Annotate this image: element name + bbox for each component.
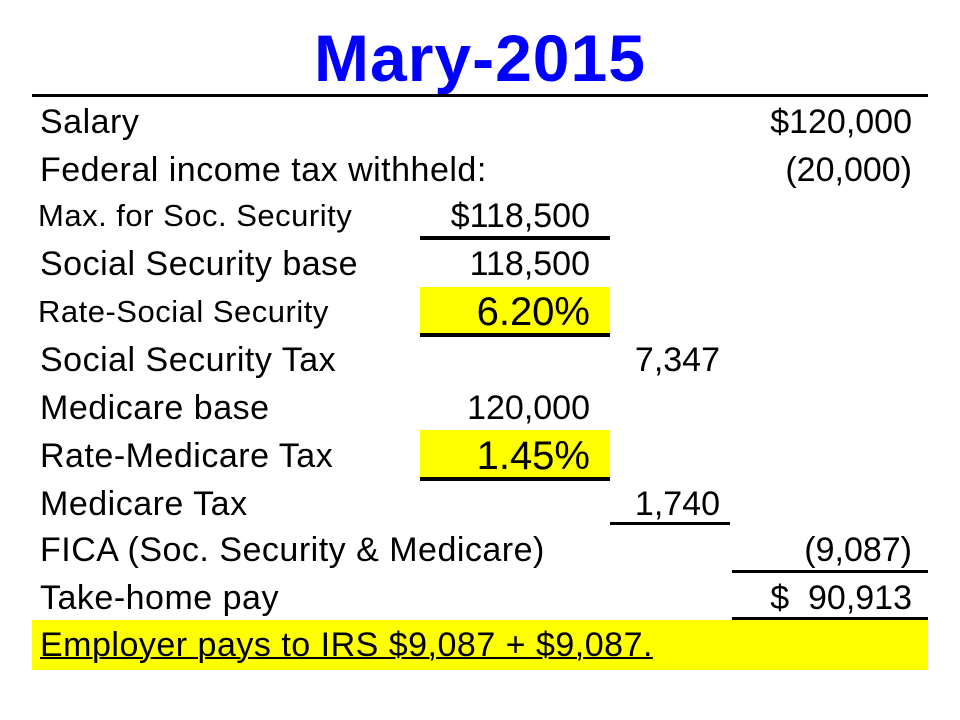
medicare-tax-underline xyxy=(610,522,730,525)
take-home-underline xyxy=(732,617,928,620)
row-ss-tax: Social Security Tax 7,347 xyxy=(0,336,960,384)
max-ss-label: Max. for Soc. Security xyxy=(38,198,353,233)
ss-tax-label: Social Security Tax xyxy=(40,341,337,379)
row-medicare-base: Medicare base 120,000 xyxy=(0,384,960,432)
salary-value: $120,000 xyxy=(770,103,912,141)
employer-note: Employer pays to IRS $9,087 + $9,087. xyxy=(40,626,653,664)
employer-note-highlight xyxy=(32,620,928,670)
medicare-rate-value: 1.45% xyxy=(476,434,590,478)
max-ss-value: $118,500 xyxy=(450,197,590,235)
row-max-ss: Max. for Soc. Security $118,500 xyxy=(0,192,960,240)
ss-rate-highlight xyxy=(420,287,610,333)
medicare-tax-value: 1,740 xyxy=(634,485,720,523)
medicare-tax-label: Medicare Tax xyxy=(40,485,248,523)
row-medicare-tax: Medicare Tax 1,740 xyxy=(0,480,960,528)
row-salary: Salary $120,000 xyxy=(0,98,960,146)
row-fica: FICA (Soc. Security & Medicare) (9,087) xyxy=(0,526,960,574)
medicare-rate-highlight xyxy=(420,430,610,478)
row-take-home: Take-home pay $ 90,913 xyxy=(0,574,960,622)
ss-tax-value: 7,347 xyxy=(634,341,720,379)
row-medicare-rate: Rate-Medicare Tax 1.45% xyxy=(0,432,960,480)
take-home-label: Take-home pay xyxy=(40,579,279,617)
ss-rate-value: 6.20% xyxy=(476,290,590,334)
take-home-value: $ 90,913 xyxy=(770,579,912,617)
ss-rate-label: Rate-Social Security xyxy=(38,294,329,329)
medicare-base-value: 120,000 xyxy=(467,389,590,427)
ss-base-value: 118,500 xyxy=(469,245,590,283)
max-ss-underline xyxy=(420,236,610,240)
medicare-rate-label: Rate-Medicare Tax xyxy=(40,437,334,475)
ss-base-label: Social Security base xyxy=(40,245,359,283)
federal-tax-label: Federal income tax withheld: xyxy=(40,151,487,189)
ss-rate-underline xyxy=(420,333,610,337)
fica-underline xyxy=(732,570,928,573)
fica-value: (9,087) xyxy=(804,531,912,569)
row-ss-rate: Rate-Social Security 6.20% xyxy=(0,288,960,336)
page-title: Mary-2015 xyxy=(314,21,646,95)
medicare-base-label: Medicare base xyxy=(40,389,270,427)
fica-label: FICA (Soc. Security & Medicare) xyxy=(40,531,545,569)
medicare-rate-underline xyxy=(420,477,610,481)
header-rule xyxy=(32,94,928,97)
federal-tax-value: (20,000) xyxy=(785,151,912,189)
row-federal-tax: Federal income tax withheld: (20,000) xyxy=(0,146,960,194)
salary-label: Salary xyxy=(40,103,140,141)
row-ss-base: Social Security base 118,500 xyxy=(0,240,960,288)
